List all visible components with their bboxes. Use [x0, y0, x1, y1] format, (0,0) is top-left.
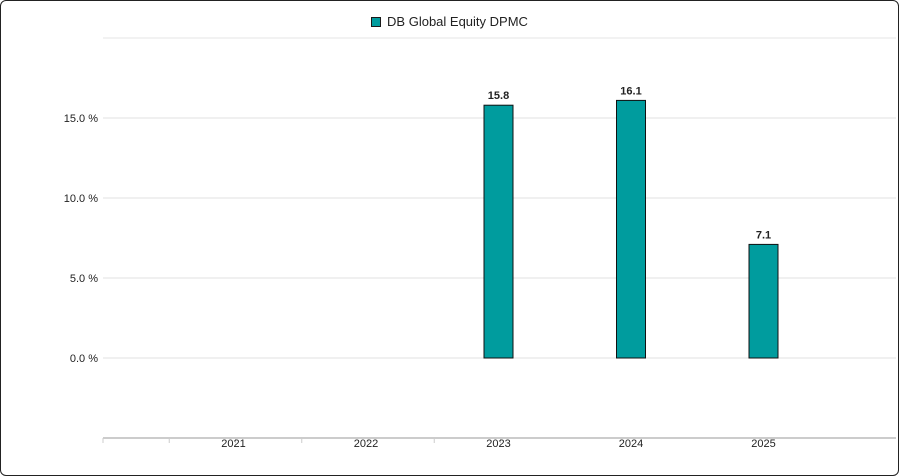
y-tick-label: 5.0 %: [70, 273, 98, 285]
bar: [483, 104, 514, 359]
data-label: 15.8: [488, 90, 509, 102]
data-label: 16.1: [620, 85, 641, 97]
x-tick-label: 2022: [354, 438, 378, 450]
x-tick-label: 2025: [751, 438, 775, 450]
x-tick-label: 2024: [619, 438, 643, 450]
chart-legend: DB Global Equity DPMC: [0, 14, 899, 30]
data-label: 7.1: [756, 229, 771, 241]
y-tick-label: 15.0 %: [64, 113, 98, 125]
bar: [748, 243, 779, 359]
legend-swatch: [371, 16, 382, 27]
legend-item[interactable]: DB Global Equity DPMC: [371, 14, 528, 29]
y-tick-label: 0.0 %: [70, 353, 98, 365]
bar: [616, 99, 646, 359]
x-tick-label: 2023: [486, 438, 510, 450]
y-tick-label: 10.0 %: [64, 193, 98, 205]
legend-label: DB Global Equity DPMC: [387, 14, 528, 29]
x-tick-label: 2021: [221, 438, 245, 450]
